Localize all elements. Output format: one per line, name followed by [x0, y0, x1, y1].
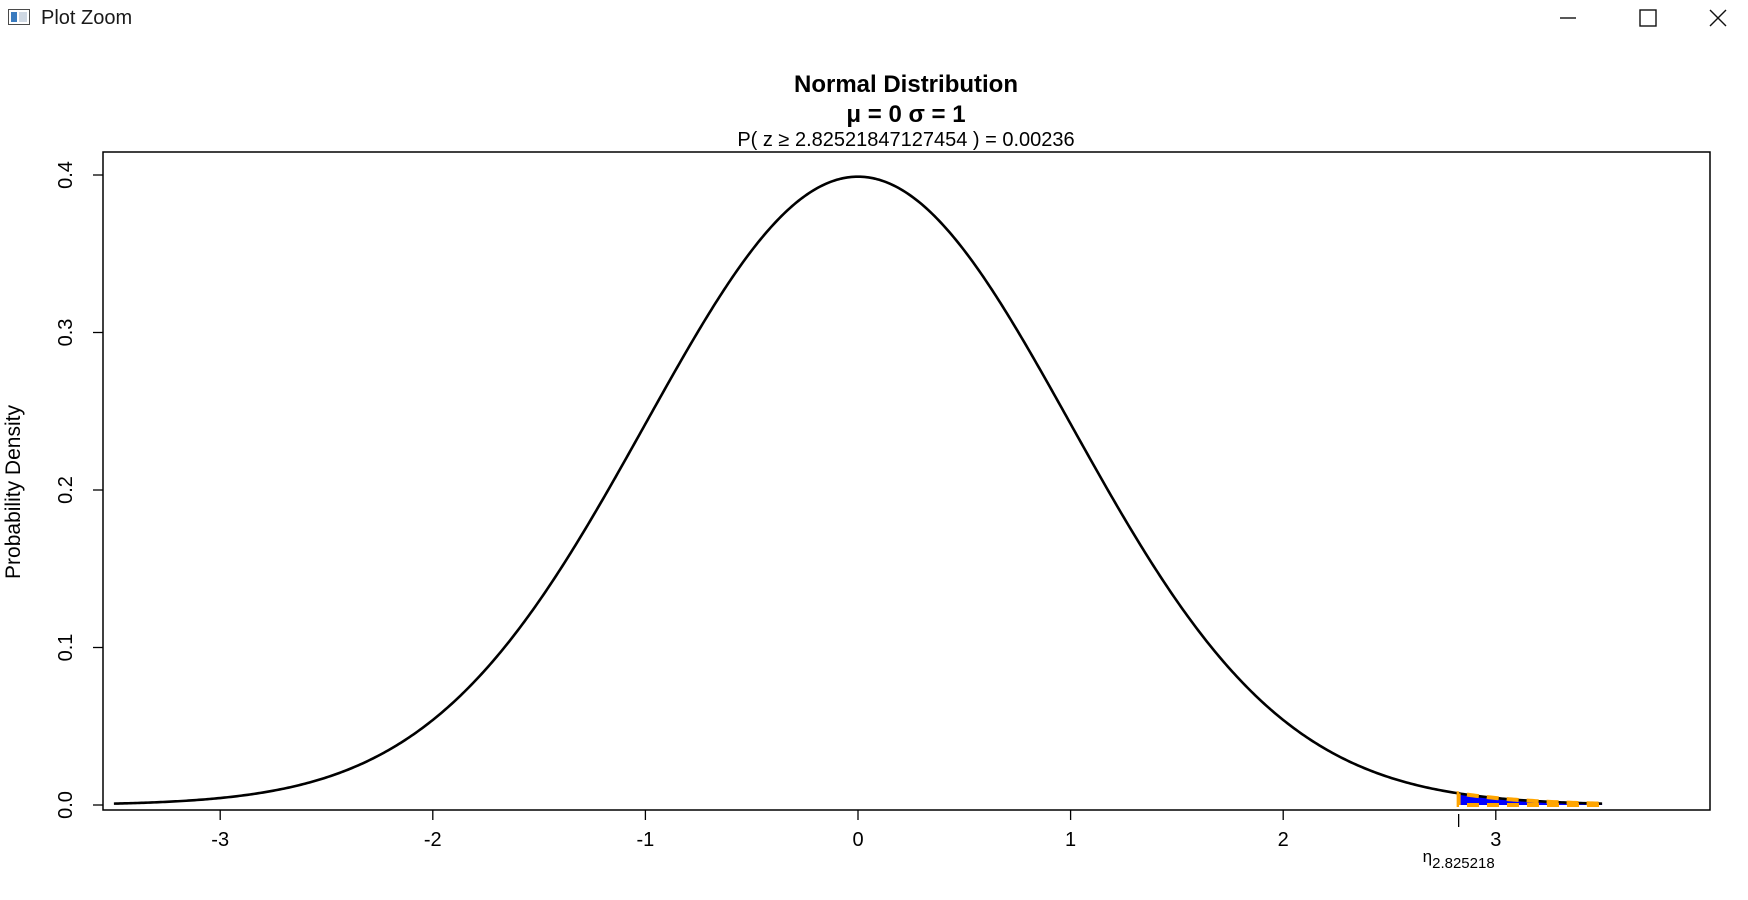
- tail-area-fill: [1458, 793, 1603, 805]
- tail-area-border: [1456, 791, 1605, 807]
- axis-ticks: -3 -2 -1 0 1 2 3 0.0 0.1 0.2 0.3 0.4: [55, 161, 1501, 851]
- plot-window-icon: [8, 9, 30, 25]
- y-tick-label: 0.1: [55, 634, 77, 662]
- minimize-button[interactable]: [1528, 0, 1608, 36]
- window-titlebar: Plot Zoom: [0, 0, 1748, 36]
- chart-title: Normal Distribution: [794, 71, 1018, 98]
- critical-value-label: η2.825218: [1423, 847, 1495, 872]
- x-tick-label: -3: [211, 829, 229, 851]
- density-curve: [113, 175, 1603, 805]
- x-tick-label: 2: [1278, 829, 1289, 851]
- x-tick-label: 3: [1490, 829, 1501, 851]
- y-tick-label: 0.3: [55, 319, 77, 347]
- chart-marks: η2.825218: [113, 175, 1605, 872]
- y-axis-title: Probability Density: [2, 405, 25, 579]
- y-tick-label: 0.4: [55, 161, 77, 189]
- plot-box: [102, 151, 1711, 811]
- maximize-button[interactable]: [1608, 0, 1688, 36]
- normal-distribution-chart: Normal Distribution μ = 0 σ = 1 P( z ≥ 2…: [2, 71, 1711, 872]
- close-button[interactable]: [1688, 0, 1748, 36]
- chart-subtitle: P( z ≥ 2.82521847127454 ) = 0.00236: [737, 129, 1074, 151]
- x-tick-label: -1: [637, 829, 655, 851]
- close-icon: [1709, 9, 1727, 27]
- x-tick-label: -2: [424, 829, 442, 851]
- y-tick-label: 0.0: [55, 791, 77, 819]
- x-tick-label: 1: [1065, 829, 1076, 851]
- chart-params: μ = 0 σ = 1: [846, 101, 965, 128]
- minimize-icon: [1560, 17, 1576, 19]
- window-title: Plot Zoom: [41, 7, 133, 29]
- y-tick-label: 0.2: [55, 476, 77, 504]
- maximize-icon: [1639, 9, 1657, 27]
- x-tick-label: 0: [852, 829, 863, 851]
